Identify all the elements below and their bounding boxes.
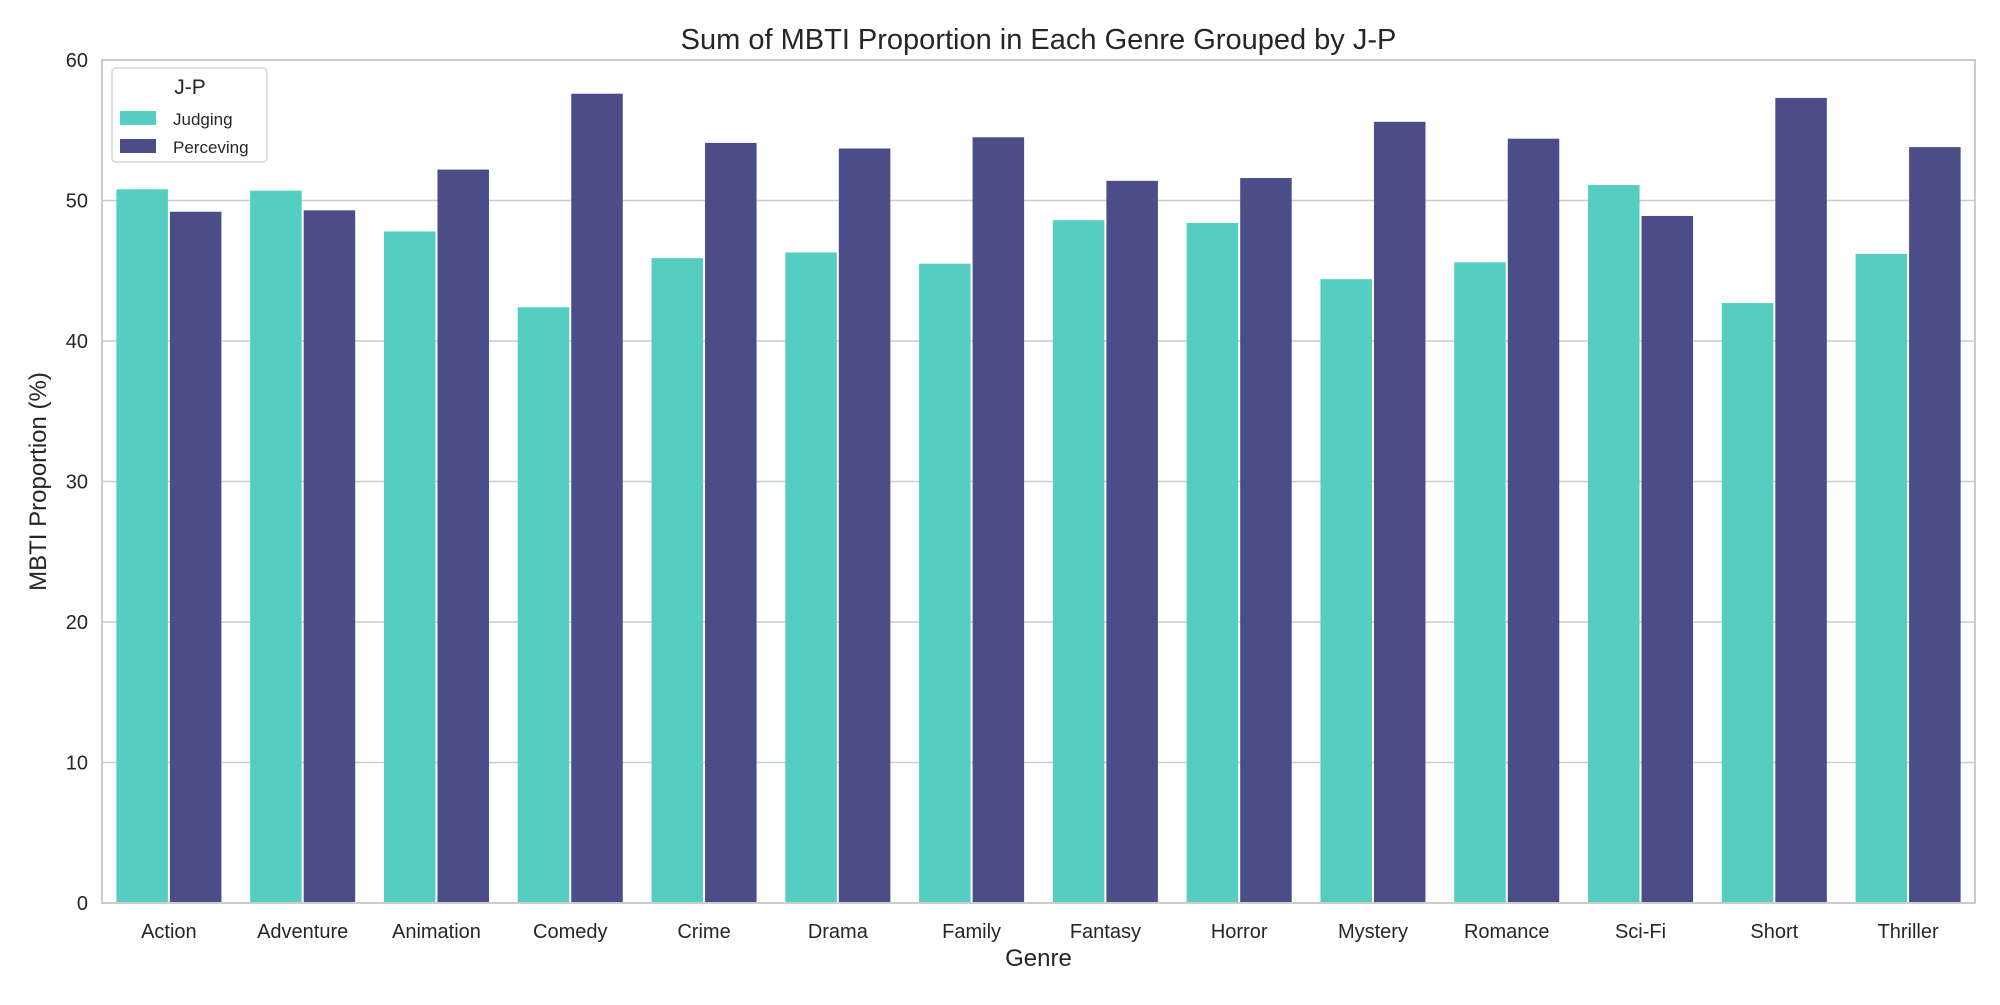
y-tick-label: 20 (66, 612, 88, 634)
x-tick-label: Comedy (533, 921, 607, 943)
x-tick-label: Drama (808, 921, 869, 943)
bar-perceving-fantasy (1106, 180, 1158, 903)
x-tick-label: Thriller (1878, 921, 1939, 943)
y-tick-label: 30 (66, 472, 88, 494)
bar-perceving-action (169, 211, 222, 904)
y-tick-label: 10 (66, 753, 88, 775)
x-tick-label: Animation (392, 921, 481, 943)
bar-perceving-short (1775, 97, 1827, 903)
x-tick-label: Action (141, 921, 197, 943)
bar-judging-thriller (1855, 253, 1908, 903)
bar-judging-mystery (1320, 279, 1372, 903)
bar-judging-action (116, 189, 168, 903)
y-tick-label: 60 (66, 50, 88, 72)
legend-title: J-P (174, 76, 206, 99)
bar-judging-family (919, 263, 971, 904)
bar-perceving-comedy (571, 93, 623, 904)
bar-judging-fantasy (1052, 220, 1105, 904)
legend-label-judging: Judging (173, 110, 233, 129)
x-tick-labels: Action Adventure Animation Comedy Crime Drama… (141, 921, 1939, 943)
bar-judging-crime (651, 258, 704, 904)
x-tick-label: Sci-Fi (1615, 921, 1666, 943)
plot-frame (101, 59, 1976, 904)
bar-judging-comedy (517, 307, 570, 903)
bar-judging-adventure (250, 190, 302, 904)
x-tick-label: Fantasy (1070, 921, 1141, 943)
bar-perceving-thriller (1909, 147, 1961, 904)
bar-perceving-horror (1240, 178, 1292, 903)
y-tick-label: 0 (77, 893, 88, 915)
bar-perceving-romance (1507, 138, 1560, 903)
y-tick-label: 50 (66, 191, 88, 213)
legend-swatch-judging (120, 111, 156, 125)
bar-judging-animation (383, 231, 436, 903)
bar-perceving-sci-fi (1641, 215, 1694, 903)
y-tick-labels: 0 10 20 30 40 50 60 (66, 50, 88, 915)
x-tick-label: Romance (1464, 921, 1550, 943)
bar-judging-short (1721, 303, 1774, 903)
legend-label-perceving: Perceving (173, 138, 249, 157)
bar-perceving-mystery (1373, 121, 1426, 903)
chart-title: Sum of MBTI Proportion in Each Genre Gro… (681, 24, 1397, 56)
x-tick-label: Family (942, 921, 1001, 943)
bar-perceving-adventure (303, 210, 356, 903)
bar-judging-drama (785, 252, 837, 904)
bar-perceving-animation (437, 169, 489, 904)
legend-box (111, 67, 268, 163)
bar-perceving-crime (705, 142, 757, 903)
x-tick-label: Crime (677, 921, 730, 943)
x-tick-label: Adventure (257, 921, 348, 943)
bar-perceving-drama (838, 148, 891, 903)
x-axis-label: Genre (1005, 945, 1072, 972)
bars (116, 93, 1961, 904)
bar-judging-horror (1186, 222, 1239, 904)
legend-swatch-perceving (120, 139, 156, 153)
x-tick-label: Horror (1211, 921, 1268, 943)
bar-judging-sci-fi (1588, 185, 1640, 904)
bar-perceving-family (972, 137, 1025, 903)
x-tick-label: Mystery (1338, 921, 1408, 943)
legend-items: Judging Perceving (120, 110, 249, 157)
legend: J-P Judging Perceving (111, 67, 268, 163)
x-tick-label: Short (1750, 921, 1798, 943)
bar-judging-romance (1454, 262, 1506, 903)
y-axis-label: MBTI Proportion (%) (25, 372, 52, 591)
y-tick-label: 40 (66, 331, 88, 353)
